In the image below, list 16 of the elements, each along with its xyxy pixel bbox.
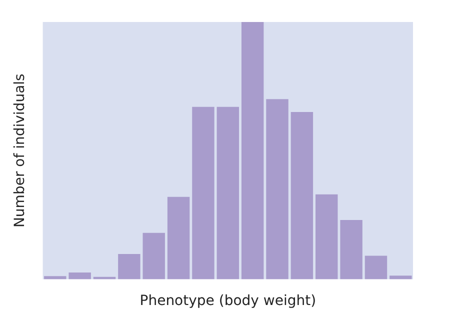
bar	[216, 106, 240, 280]
bar	[316, 194, 338, 280]
bar	[118, 254, 140, 280]
bar	[266, 99, 288, 280]
bar	[167, 196, 190, 280]
bar	[142, 232, 165, 280]
bar	[390, 276, 412, 280]
bar	[340, 220, 362, 280]
bar	[241, 22, 264, 280]
bar	[68, 272, 91, 280]
bar	[364, 256, 388, 280]
x-axis-title: Phenotype (body weight)	[140, 293, 316, 310]
bar	[44, 276, 66, 280]
bar	[192, 106, 214, 280]
y-axis-title: Number of individuals	[12, 74, 28, 228]
bar	[290, 112, 314, 280]
